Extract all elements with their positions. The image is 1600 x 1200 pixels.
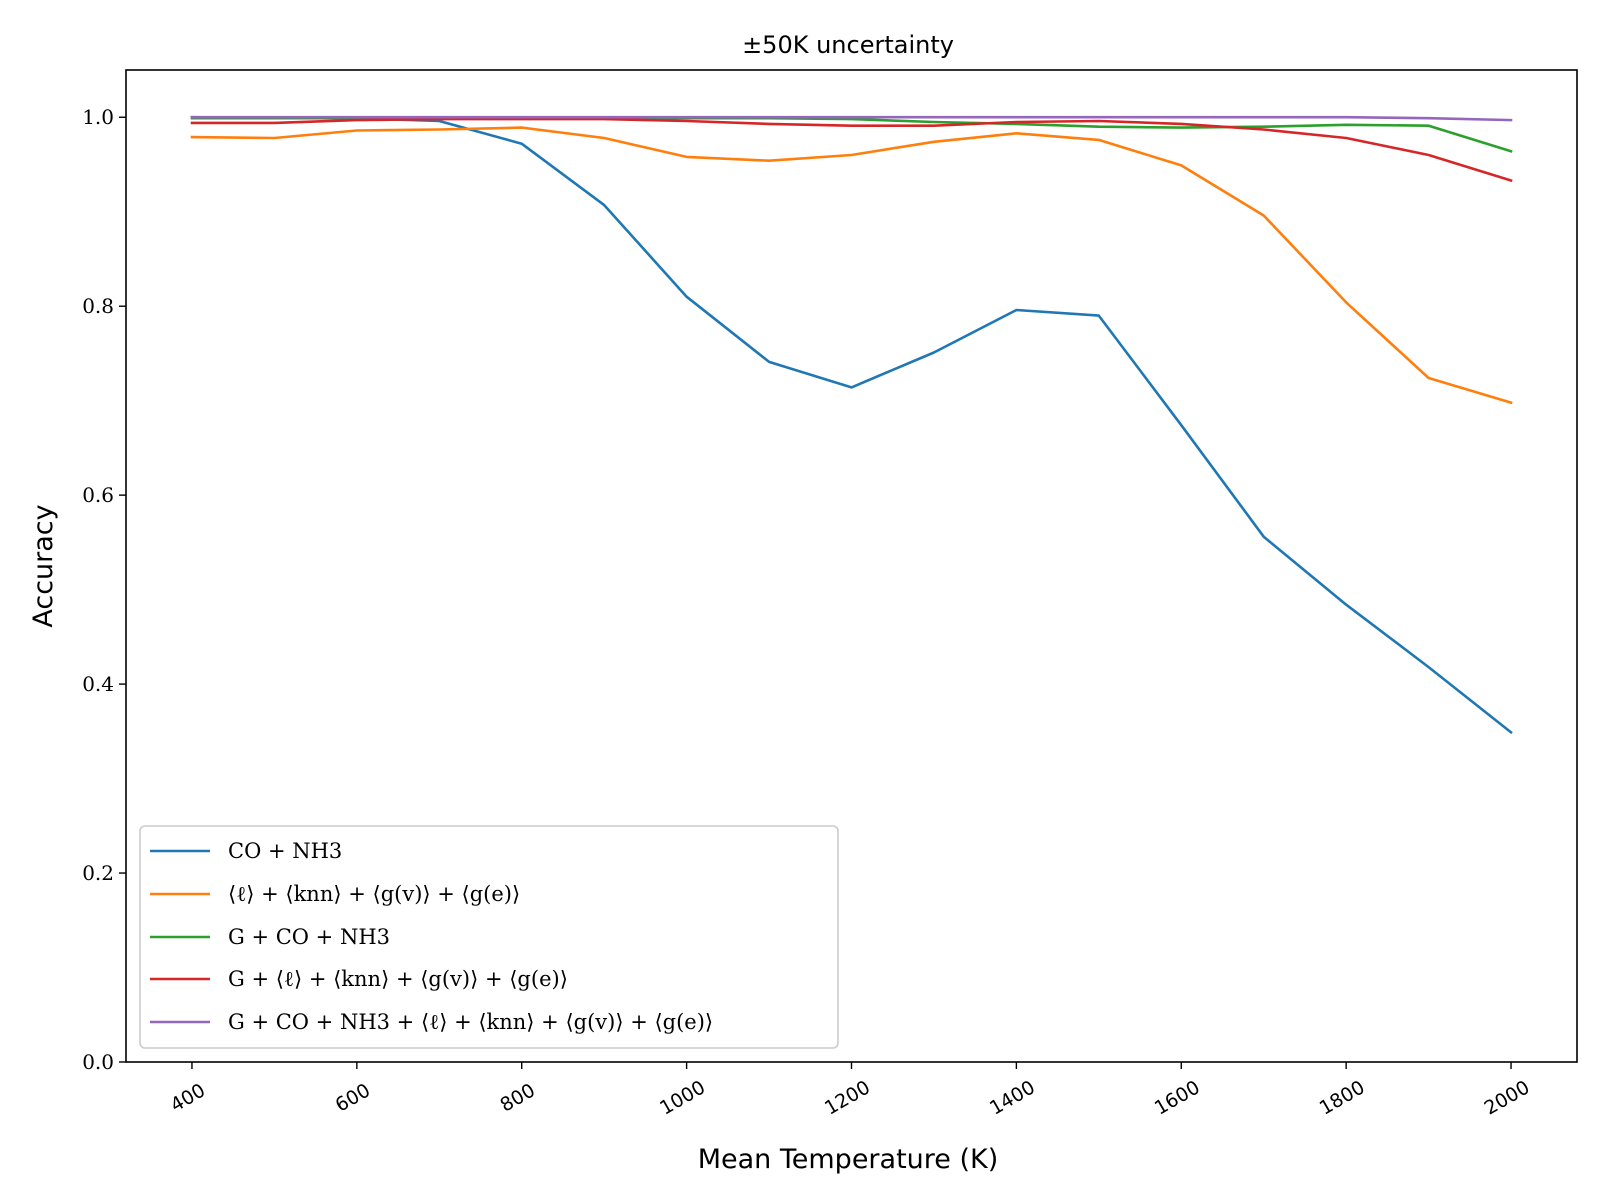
legend-box xyxy=(139,825,839,1049)
x-axis-label: Mean Temperature (K) xyxy=(698,1144,999,1175)
legend-label: G + CO + NH3 + ⟨ℓ⟩ + ⟨knn⟩ + ⟨g(v)⟩ + ⟨g… xyxy=(228,1010,713,1034)
series-line-2 xyxy=(190,126,1513,405)
legend: CO + NH3 ⟨ℓ⟩ + ⟨knn⟩ + ⟨g(v)⟩ + ⟨g(e)⟩ G +… xyxy=(139,825,839,1049)
y-tick-label: 1.0 xyxy=(82,105,114,129)
y-axis: 0.0 0.2 0.4 0.6 0.8 1.0 xyxy=(82,105,126,1074)
plot-lines xyxy=(190,115,1513,735)
legend-label: G + CO + NH3 xyxy=(228,925,390,949)
series-line-5 xyxy=(190,115,1513,122)
y-tick-label: 0.6 xyxy=(82,483,114,507)
legend-label: CO + NH3 xyxy=(228,839,342,863)
y-tick-label: 0.2 xyxy=(82,861,114,885)
y-axis-label: Accuracy xyxy=(28,504,59,627)
legend-label: G + ⟨ℓ⟩ + ⟨knn⟩ + ⟨g(v)⟩ + ⟨g(e)⟩ xyxy=(228,967,568,991)
legend-label: ⟨ℓ⟩ + ⟨knn⟩ + ⟨g(v)⟩ + ⟨g(e)⟩ xyxy=(228,882,520,906)
y-tick-label: 0.0 xyxy=(82,1050,114,1074)
y-tick-label: 0.8 xyxy=(82,294,114,318)
series-line-4 xyxy=(190,117,1513,183)
chart-title: ±50K uncertainty xyxy=(742,31,954,59)
legend-items: CO + NH3 ⟨ℓ⟩ + ⟨knn⟩ + ⟨g(v)⟩ + ⟨g(e)⟩ G +… xyxy=(150,839,713,1034)
y-tick-label: 0.4 xyxy=(82,672,114,696)
